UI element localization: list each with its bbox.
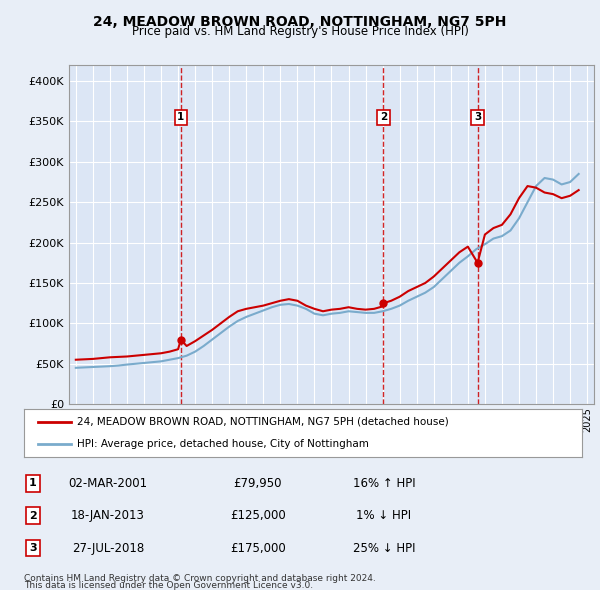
Text: Price paid vs. HM Land Registry's House Price Index (HPI): Price paid vs. HM Land Registry's House … bbox=[131, 25, 469, 38]
Text: Contains HM Land Registry data © Crown copyright and database right 2024.: Contains HM Land Registry data © Crown c… bbox=[24, 574, 376, 583]
Text: 24, MEADOW BROWN ROAD, NOTTINGHAM, NG7 5PH (detached house): 24, MEADOW BROWN ROAD, NOTTINGHAM, NG7 5… bbox=[77, 417, 449, 427]
Text: £125,000: £125,000 bbox=[230, 509, 286, 522]
Text: 24, MEADOW BROWN ROAD, NOTTINGHAM, NG7 5PH: 24, MEADOW BROWN ROAD, NOTTINGHAM, NG7 5… bbox=[94, 15, 506, 29]
Text: 2: 2 bbox=[29, 511, 37, 520]
Text: 3: 3 bbox=[474, 113, 481, 123]
Text: 16% ↑ HPI: 16% ↑ HPI bbox=[353, 477, 415, 490]
Text: 1% ↓ HPI: 1% ↓ HPI bbox=[356, 509, 412, 522]
Text: 02-MAR-2001: 02-MAR-2001 bbox=[68, 477, 148, 490]
Text: 27-JUL-2018: 27-JUL-2018 bbox=[72, 542, 144, 555]
Text: This data is licensed under the Open Government Licence v3.0.: This data is licensed under the Open Gov… bbox=[24, 581, 313, 590]
Text: 1: 1 bbox=[29, 478, 37, 488]
Text: £79,950: £79,950 bbox=[234, 477, 282, 490]
Text: HPI: Average price, detached house, City of Nottingham: HPI: Average price, detached house, City… bbox=[77, 439, 369, 449]
Text: 1: 1 bbox=[177, 113, 184, 123]
Text: 2: 2 bbox=[380, 113, 387, 123]
Text: 3: 3 bbox=[29, 543, 37, 553]
Text: 25% ↓ HPI: 25% ↓ HPI bbox=[353, 542, 415, 555]
Text: £175,000: £175,000 bbox=[230, 542, 286, 555]
Text: 18-JAN-2013: 18-JAN-2013 bbox=[71, 509, 145, 522]
